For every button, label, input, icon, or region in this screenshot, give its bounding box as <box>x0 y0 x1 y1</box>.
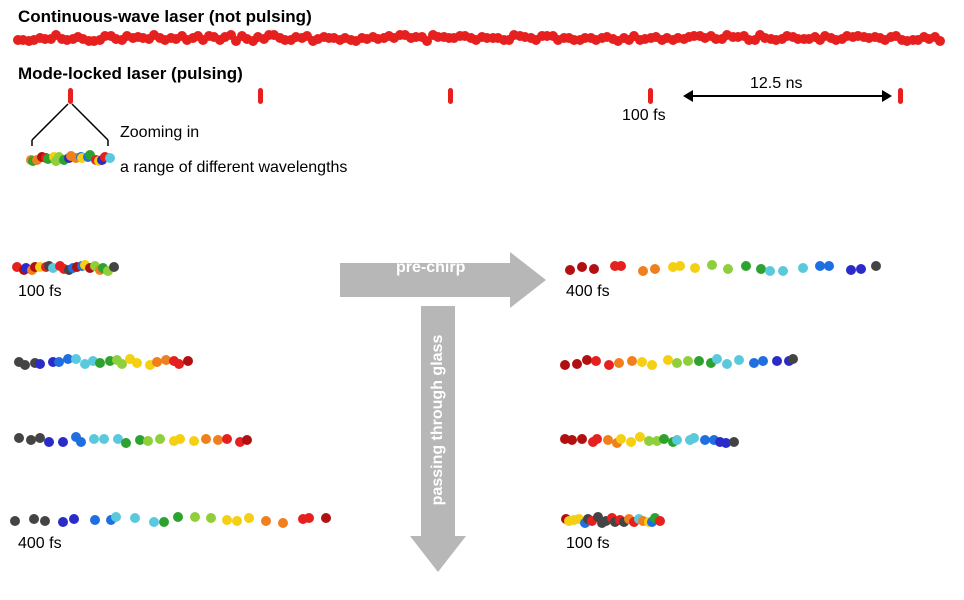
photon-dot <box>44 437 54 447</box>
photon-dot <box>159 517 169 527</box>
photon-dot <box>729 437 739 447</box>
zoom-label-1: Zooming in <box>120 125 199 141</box>
photon-dot <box>149 517 159 527</box>
photon-dot <box>201 434 211 444</box>
photon-dot <box>778 266 788 276</box>
strip-duration-label: 100 fs <box>566 536 610 552</box>
photon-dot <box>846 265 856 275</box>
photon-dot <box>871 261 881 271</box>
photon-dot <box>40 516 50 526</box>
pre-chirp-label: pre-chirp <box>396 260 465 276</box>
photon-dot <box>672 435 682 445</box>
photon-dot <box>242 435 252 445</box>
photon-dot <box>109 262 119 272</box>
photon-dot <box>650 264 660 274</box>
photon-dot <box>638 266 648 276</box>
photon-dot <box>672 358 682 368</box>
photon-dot <box>222 434 232 444</box>
photon-dot <box>772 356 782 366</box>
photon-dot <box>683 356 693 366</box>
photon-dot <box>655 516 665 526</box>
photon-dot <box>592 434 602 444</box>
glass-arrow-label: passing through glass <box>429 335 447 506</box>
photon-dot <box>572 359 582 369</box>
photon-dot <box>647 360 657 370</box>
photon-dot <box>758 356 768 366</box>
photon-dot <box>712 354 722 364</box>
photon-dot <box>111 512 121 522</box>
photon-dot <box>689 433 699 443</box>
strip-duration-label: 400 fs <box>566 284 610 300</box>
photon-dot <box>222 515 232 525</box>
photon-dot <box>14 433 24 443</box>
photon-dot <box>694 356 704 366</box>
photon-dot <box>232 516 242 526</box>
photon-dot <box>213 435 223 445</box>
photon-dot <box>20 360 30 370</box>
photon-dot <box>99 434 109 444</box>
strip-duration-label: 100 fs <box>18 284 62 300</box>
photon-dot <box>69 514 79 524</box>
photon-dot <box>675 261 685 271</box>
photon-dot <box>206 513 216 523</box>
photon-dot <box>244 513 254 523</box>
photon-dot <box>321 513 331 523</box>
photon-dot <box>567 435 577 445</box>
photon-dot <box>155 434 165 444</box>
photon-dot <box>105 153 115 163</box>
photon-dot <box>741 261 751 271</box>
photon-dot <box>173 512 183 522</box>
photon-dot <box>29 514 39 524</box>
photon-dot <box>560 360 570 370</box>
photon-dot <box>175 434 185 444</box>
photon-dot <box>89 434 99 444</box>
photon-dot <box>304 513 314 523</box>
photon-dot <box>121 438 131 448</box>
photon-dot <box>278 518 288 528</box>
photon-dot <box>788 354 798 364</box>
photon-dot <box>174 359 184 369</box>
photon-dot <box>76 437 86 447</box>
photon-dot <box>722 359 732 369</box>
photon-dot <box>95 358 105 368</box>
photon-dot <box>616 434 626 444</box>
photon-dot <box>58 437 68 447</box>
photon-dot <box>90 515 100 525</box>
photon-dot <box>58 517 68 527</box>
photon-dot <box>261 516 271 526</box>
photon-dot <box>723 264 733 274</box>
photon-dot <box>565 265 575 275</box>
photon-dot <box>627 356 637 366</box>
zoom-label-2: a range of different wavelengths <box>120 160 347 176</box>
photon-dot <box>35 359 45 369</box>
photon-dot <box>734 355 744 365</box>
photon-dot <box>577 434 587 444</box>
photon-dot <box>707 260 717 270</box>
photon-dot <box>637 357 647 367</box>
photon-dot <box>616 261 626 271</box>
photon-dot <box>10 516 20 526</box>
photon-dot <box>798 263 808 273</box>
photon-dot <box>130 513 140 523</box>
photon-dot <box>690 263 700 273</box>
photon-dot <box>591 356 601 366</box>
photon-dot <box>189 436 199 446</box>
photon-dot <box>577 262 587 272</box>
strip-duration-label: 400 fs <box>18 536 62 552</box>
photon-dot <box>604 360 614 370</box>
photon-dot <box>183 356 193 366</box>
photon-dot <box>856 264 866 274</box>
photon-dot <box>589 264 599 274</box>
photon-dot <box>614 358 624 368</box>
photon-dot <box>132 358 142 368</box>
photon-dot <box>765 266 775 276</box>
photon-dot <box>824 261 834 271</box>
photon-dot <box>143 436 153 446</box>
photon-dot <box>190 512 200 522</box>
